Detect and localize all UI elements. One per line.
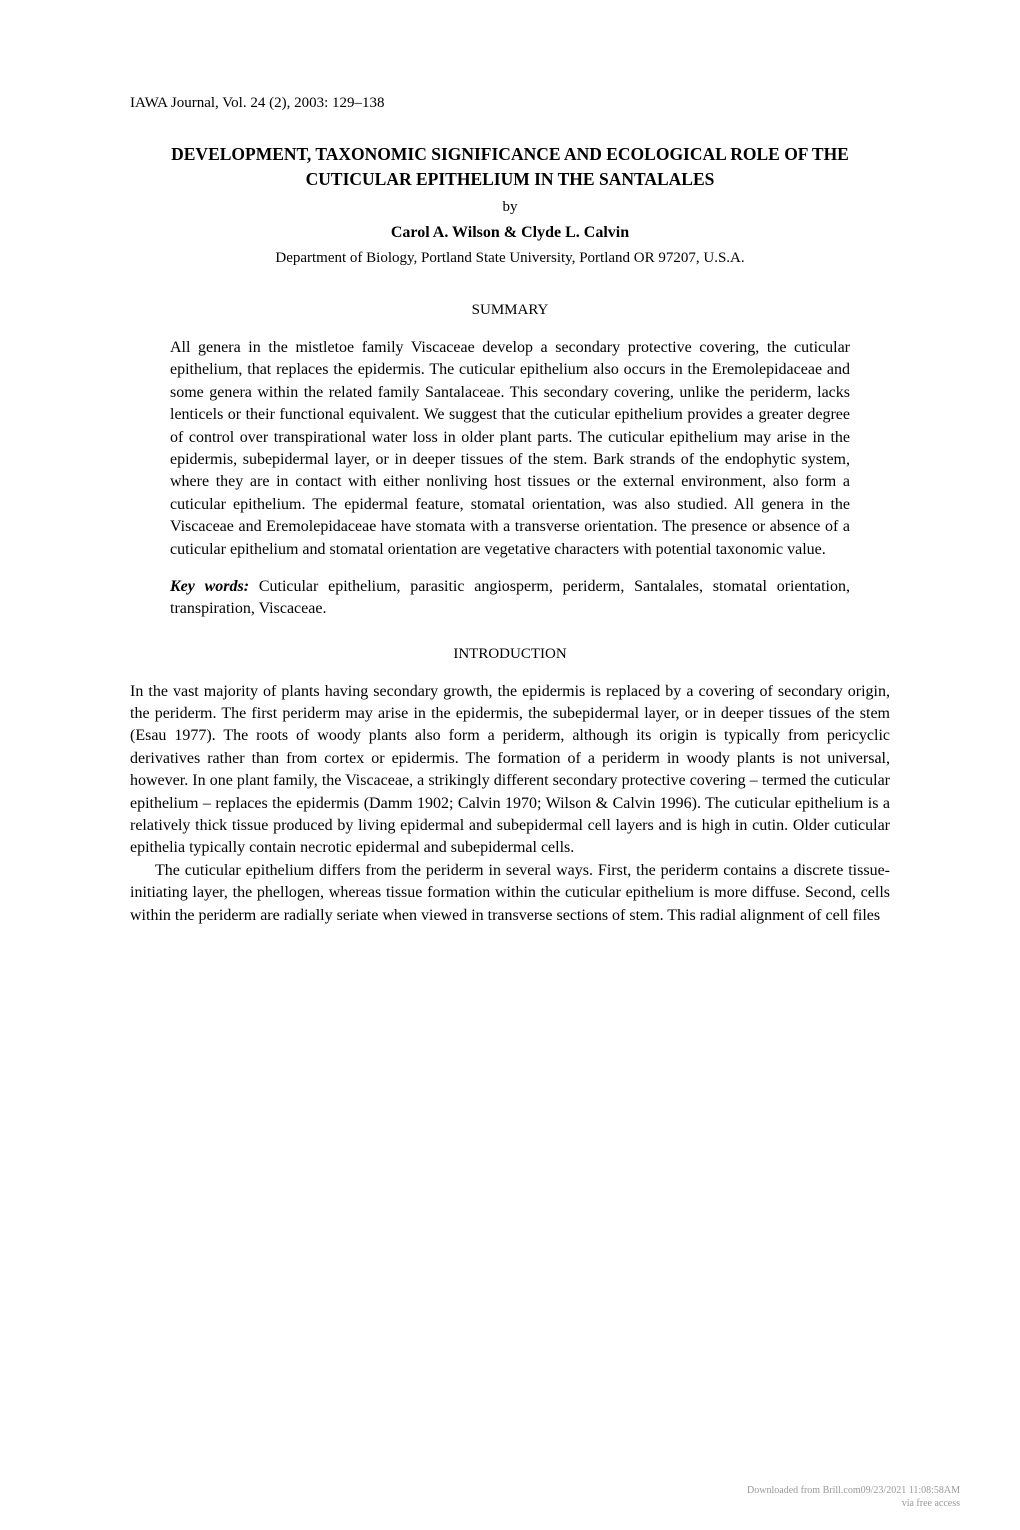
keywords: Key words: Cuticular epithelium, parasit… <box>170 576 850 621</box>
summary-heading: SUMMARY <box>130 302 890 319</box>
introduction-para-1: In the vast majority of plants having se… <box>130 681 890 860</box>
journal-citation: IAWA Journal, Vol. 24 (2), 2003: 129–138 <box>130 95 890 112</box>
download-footer: Downloaded from Brill.com09/23/2021 11:0… <box>747 1484 960 1510</box>
footer-line-2: via free access <box>747 1497 960 1510</box>
article-affiliation: Department of Biology, Portland State Un… <box>130 250 890 267</box>
keywords-label: Key words: <box>170 578 249 595</box>
article-authors: Carol A. Wilson & Clyde L. Calvin <box>130 224 890 242</box>
article-title: DEVELOPMENT, TAXONOMIC SIGNIFICANCE AND … <box>130 142 890 191</box>
introduction-para-2: The cuticular epithelium differs from th… <box>130 860 890 927</box>
footer-line-1: Downloaded from Brill.com09/23/2021 11:0… <box>747 1484 960 1497</box>
summary-text: All genera in the mistletoe family Visca… <box>170 337 850 561</box>
summary-block: All genera in the mistletoe family Visca… <box>170 337 850 621</box>
keywords-text: Cuticular epithelium, parasitic angiospe… <box>170 578 850 617</box>
by-label: by <box>130 199 890 216</box>
introduction-heading: INTRODUCTION <box>130 646 890 663</box>
